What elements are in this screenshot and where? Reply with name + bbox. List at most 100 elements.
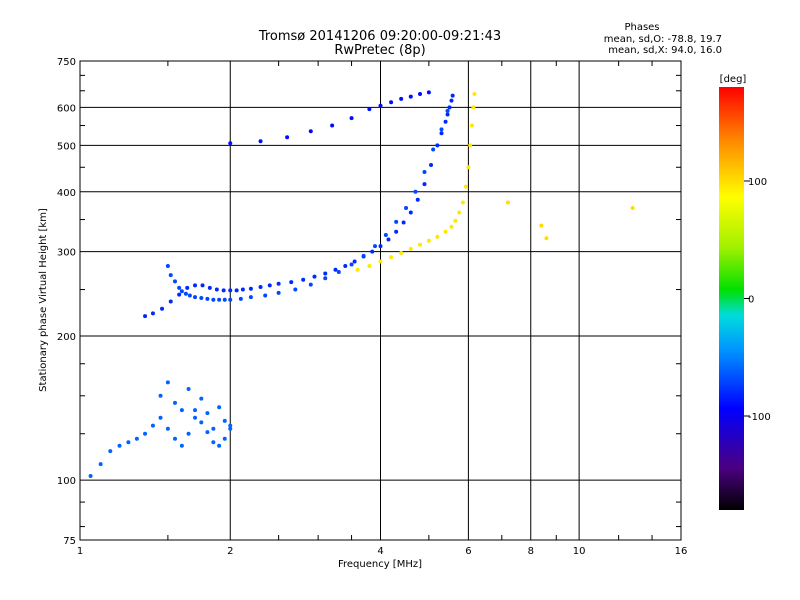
data-point bbox=[177, 292, 182, 297]
colorbar-tick-label: 0 bbox=[748, 295, 754, 306]
data-point bbox=[234, 288, 239, 293]
data-point bbox=[165, 426, 170, 431]
x-tick-label: 16 bbox=[675, 546, 688, 557]
chart-title: Tromsø 20141206 09:20:00-09:21:43 bbox=[258, 29, 501, 44]
data-point bbox=[126, 440, 131, 445]
data-point bbox=[333, 267, 338, 272]
data-point bbox=[248, 295, 253, 300]
data-point bbox=[172, 436, 177, 441]
data-point bbox=[468, 143, 473, 148]
data-point bbox=[422, 182, 427, 187]
data-point bbox=[238, 296, 243, 301]
data-point bbox=[289, 280, 294, 285]
y-tick-label: 400 bbox=[57, 188, 76, 199]
data-points bbox=[88, 90, 635, 479]
data-point bbox=[408, 210, 413, 215]
data-point bbox=[150, 311, 155, 316]
data-point bbox=[158, 393, 163, 398]
data-point bbox=[143, 431, 148, 436]
data-point bbox=[179, 289, 184, 294]
data-point bbox=[367, 263, 372, 268]
colorbar-tick-label: 100 bbox=[748, 177, 767, 188]
data-point bbox=[88, 474, 93, 479]
data-point bbox=[228, 297, 233, 302]
data-point bbox=[177, 285, 182, 290]
data-point bbox=[445, 108, 450, 113]
data-point bbox=[207, 285, 212, 290]
data-point bbox=[429, 162, 434, 167]
data-point bbox=[445, 112, 450, 117]
y-tick-label: 750 bbox=[57, 57, 76, 68]
info-line-x: mean, sd,X: 94.0, 16.0 bbox=[608, 45, 722, 56]
data-point bbox=[193, 415, 198, 420]
data-point bbox=[404, 205, 409, 210]
data-point bbox=[378, 259, 383, 264]
data-point bbox=[431, 147, 436, 152]
data-point bbox=[336, 269, 341, 274]
data-point bbox=[435, 143, 440, 148]
data-point bbox=[117, 443, 122, 448]
data-point bbox=[222, 436, 227, 441]
data-point bbox=[439, 131, 444, 136]
data-point bbox=[472, 91, 477, 96]
data-point bbox=[367, 107, 372, 112]
data-point bbox=[240, 287, 245, 292]
x-tick-label: 4 bbox=[377, 546, 383, 557]
data-point bbox=[186, 431, 191, 436]
data-point bbox=[205, 411, 210, 416]
data-point bbox=[276, 281, 281, 286]
data-point bbox=[449, 98, 454, 103]
y-axis-label: Stationary phase Virtual Height [km] bbox=[38, 208, 49, 392]
data-point bbox=[211, 297, 216, 302]
data-point bbox=[98, 462, 103, 467]
data-point bbox=[222, 297, 227, 302]
data-point bbox=[378, 244, 383, 249]
data-point bbox=[258, 139, 263, 144]
x-tick-label: 2 bbox=[227, 546, 233, 557]
y-tick-label: 300 bbox=[57, 248, 76, 259]
x-axis-ticks: 1 2 4 6 8 10 16 bbox=[77, 61, 688, 557]
data-point bbox=[200, 283, 205, 288]
colorbar-label: [deg] bbox=[720, 74, 747, 85]
data-point bbox=[426, 238, 431, 243]
data-point bbox=[285, 135, 290, 140]
data-point bbox=[193, 283, 198, 288]
data-point bbox=[544, 236, 549, 241]
data-point bbox=[150, 423, 155, 428]
chart-subtitle: RwPretec (8p) bbox=[334, 43, 425, 58]
data-point bbox=[373, 244, 378, 249]
data-point bbox=[343, 263, 348, 268]
data-point bbox=[276, 290, 281, 295]
data-point bbox=[323, 276, 328, 281]
data-point bbox=[453, 218, 458, 223]
data-point bbox=[228, 288, 233, 293]
data-point bbox=[469, 123, 474, 128]
data-point bbox=[323, 271, 328, 276]
data-point bbox=[460, 200, 465, 205]
data-point bbox=[199, 420, 204, 425]
data-point bbox=[134, 436, 139, 441]
data-point bbox=[179, 408, 184, 413]
data-point bbox=[330, 123, 335, 128]
data-point bbox=[228, 141, 233, 146]
plot-frame bbox=[79, 60, 682, 541]
data-point bbox=[505, 200, 510, 205]
data-point bbox=[447, 105, 452, 110]
data-point bbox=[308, 282, 313, 287]
y-axis-ticks: 75 100 200 300 400 500 600 750 bbox=[57, 57, 681, 547]
colorbar-ticks: 100 0 -100 bbox=[744, 177, 771, 423]
data-point bbox=[165, 263, 170, 268]
data-point bbox=[312, 274, 317, 279]
data-point bbox=[450, 93, 455, 98]
data-point bbox=[172, 279, 177, 284]
data-point bbox=[160, 306, 165, 311]
data-point bbox=[186, 386, 191, 391]
data-point bbox=[168, 299, 173, 304]
data-point bbox=[199, 296, 204, 301]
data-point bbox=[435, 234, 440, 239]
data-point bbox=[228, 423, 233, 428]
data-point bbox=[401, 220, 406, 225]
x-tick-label: 10 bbox=[573, 546, 586, 557]
data-point bbox=[165, 380, 170, 385]
data-point bbox=[383, 232, 388, 237]
